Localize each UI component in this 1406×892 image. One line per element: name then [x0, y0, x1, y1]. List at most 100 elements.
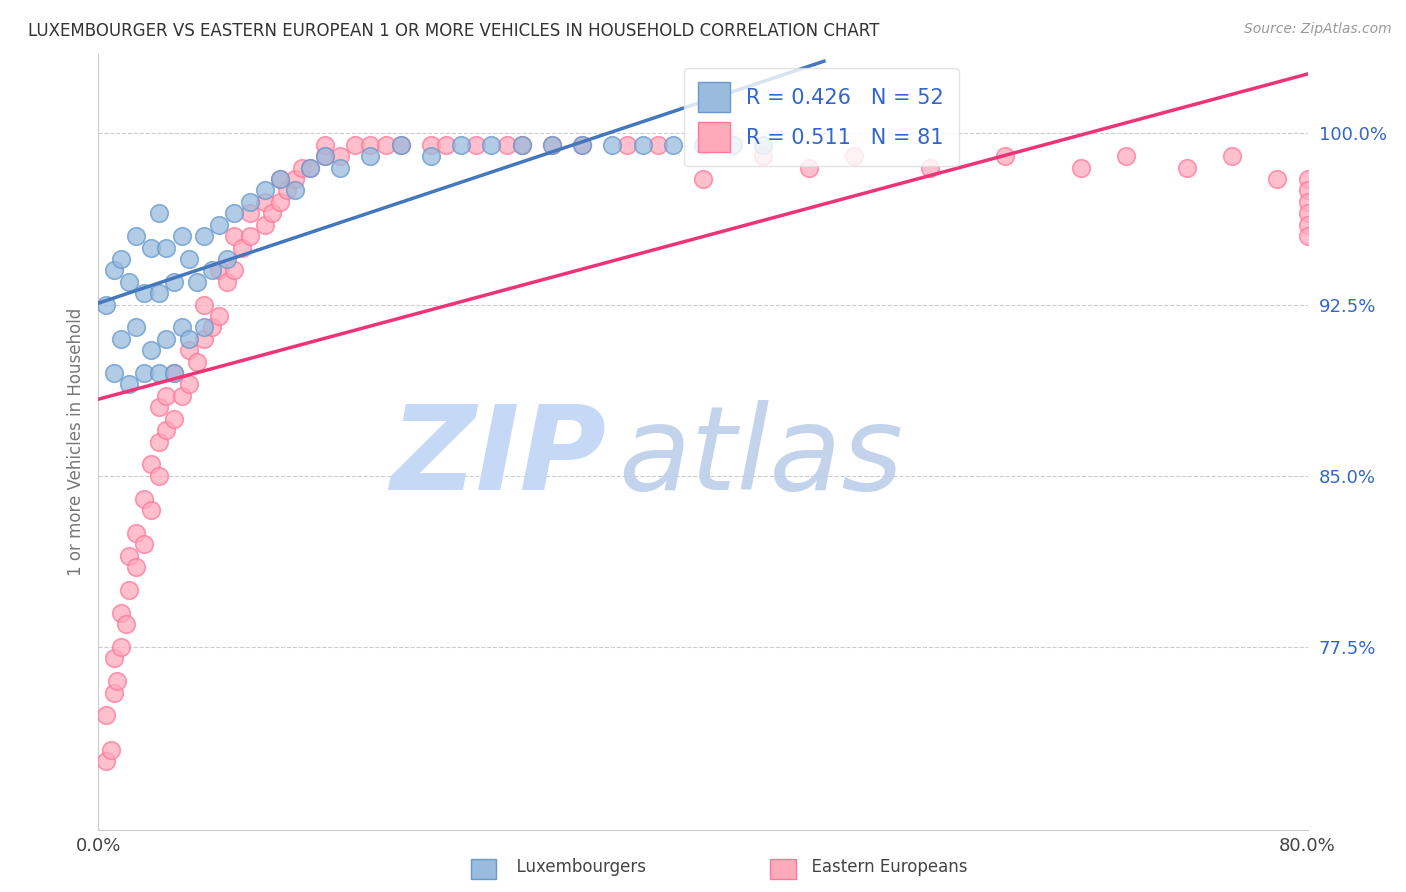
Point — [994, 149, 1017, 163]
Point — [132, 537, 155, 551]
Point — [179, 332, 201, 346]
Text: ZIP: ZIP — [391, 400, 606, 515]
Point — [1296, 194, 1319, 209]
Point — [1267, 172, 1289, 186]
Point — [253, 184, 276, 198]
Point — [148, 366, 170, 380]
Point — [602, 137, 624, 152]
Point — [148, 468, 170, 483]
Point — [752, 137, 775, 152]
Point — [262, 206, 284, 220]
Point — [110, 606, 132, 620]
Point — [100, 742, 122, 756]
Point — [201, 320, 224, 334]
Point — [1296, 184, 1319, 198]
Point — [239, 229, 262, 244]
Point — [103, 685, 125, 699]
Point — [299, 161, 322, 175]
Point — [208, 218, 231, 232]
Point — [141, 240, 163, 254]
Point — [797, 161, 820, 175]
Point — [125, 320, 148, 334]
Point — [114, 617, 136, 632]
Point — [540, 137, 562, 152]
Point — [132, 286, 155, 301]
Point — [155, 423, 177, 437]
Point — [193, 320, 215, 334]
Point — [155, 332, 177, 346]
Point — [495, 137, 517, 152]
Point — [329, 161, 352, 175]
Point — [163, 275, 186, 289]
Point — [118, 582, 141, 597]
Point — [692, 137, 714, 152]
Y-axis label: 1 or more Vehicles in Household: 1 or more Vehicles in Household — [66, 308, 84, 575]
Point — [616, 137, 638, 152]
Point — [132, 366, 155, 380]
Point — [231, 240, 253, 254]
Point — [125, 560, 148, 574]
Point — [94, 708, 117, 723]
Point — [631, 137, 654, 152]
Point — [208, 309, 231, 323]
Point — [314, 137, 336, 152]
Point — [125, 229, 148, 244]
Point — [299, 161, 322, 175]
Point — [661, 137, 683, 152]
Point — [105, 674, 128, 689]
Point — [1115, 149, 1137, 163]
Point — [276, 184, 298, 198]
Point — [314, 149, 336, 163]
Point — [103, 651, 125, 665]
Point — [420, 137, 443, 152]
Point — [155, 240, 177, 254]
Text: Source: ZipAtlas.com: Source: ZipAtlas.com — [1244, 22, 1392, 37]
Text: Luxembourgers: Luxembourgers — [506, 858, 647, 876]
Point — [163, 366, 186, 380]
Point — [1175, 161, 1198, 175]
Point — [571, 137, 593, 152]
Point — [420, 149, 443, 163]
Point — [94, 297, 117, 311]
Point — [1296, 229, 1319, 244]
Point — [125, 525, 148, 540]
Point — [148, 401, 170, 415]
Point — [148, 434, 170, 449]
Point — [193, 332, 215, 346]
Point — [179, 252, 201, 266]
Legend: R = 0.426   N = 52, R = 0.511   N = 81: R = 0.426 N = 52, R = 0.511 N = 81 — [683, 68, 959, 167]
Point — [692, 172, 714, 186]
Point — [1296, 218, 1319, 232]
Point — [215, 275, 238, 289]
Point — [141, 343, 163, 358]
Point — [389, 137, 412, 152]
Text: LUXEMBOURGER VS EASTERN EUROPEAN 1 OR MORE VEHICLES IN HOUSEHOLD CORRELATION CHA: LUXEMBOURGER VS EASTERN EUROPEAN 1 OR MO… — [28, 22, 880, 40]
Point — [284, 184, 307, 198]
Point — [284, 172, 307, 186]
Point — [193, 297, 215, 311]
Point — [510, 137, 533, 152]
Point — [224, 206, 246, 220]
Point — [224, 263, 246, 277]
Point — [465, 137, 488, 152]
Point — [253, 218, 276, 232]
Point — [571, 137, 593, 152]
Point — [170, 320, 193, 334]
Point — [344, 137, 367, 152]
Point — [110, 332, 132, 346]
Point — [360, 137, 382, 152]
Point — [314, 149, 336, 163]
Point — [103, 366, 125, 380]
Point — [481, 137, 503, 152]
Point — [186, 275, 208, 289]
Point — [239, 194, 262, 209]
Point — [723, 137, 745, 152]
Point — [1070, 161, 1092, 175]
Point — [329, 149, 352, 163]
Point — [450, 137, 472, 152]
Point — [110, 640, 132, 654]
Point — [389, 137, 412, 152]
Text: Eastern Europeans: Eastern Europeans — [801, 858, 967, 876]
Point — [1296, 206, 1319, 220]
Point — [510, 137, 533, 152]
